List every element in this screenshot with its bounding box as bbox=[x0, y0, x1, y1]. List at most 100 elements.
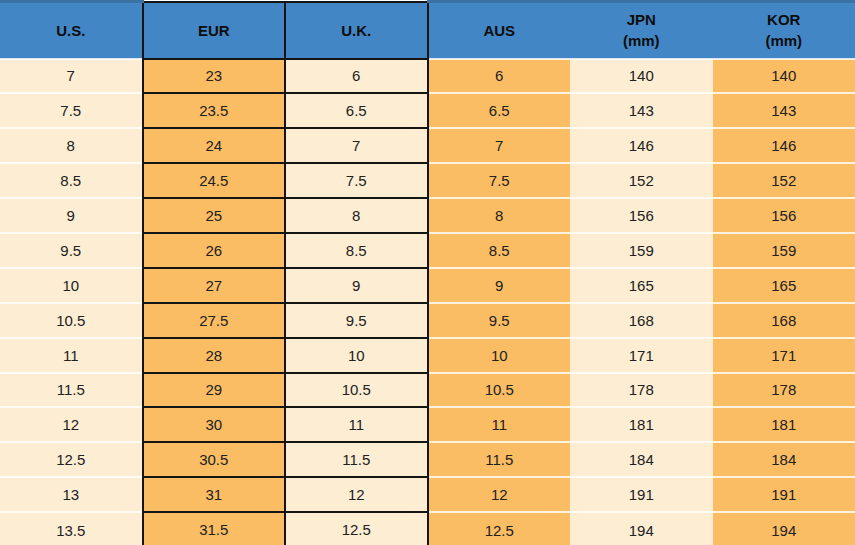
table-row: 12301111181181 bbox=[0, 407, 855, 442]
table-cell: 178 bbox=[570, 373, 713, 408]
column-header-label: U.K. bbox=[286, 20, 427, 41]
table-cell: 165 bbox=[713, 268, 855, 303]
column-header-label: JPN bbox=[570, 9, 713, 30]
table-cell: 156 bbox=[570, 198, 713, 233]
table-row: 8.524.57.57.5152152 bbox=[0, 163, 855, 198]
table-cell: 7.5 bbox=[0, 93, 143, 128]
table-body: 723661401407.523.56.56.51431438247714614… bbox=[0, 59, 855, 545]
table-cell: 11 bbox=[0, 338, 143, 373]
column-header-kor: KOR (mm) bbox=[713, 2, 855, 59]
table-cell: 168 bbox=[713, 303, 855, 338]
table-cell: 6 bbox=[428, 59, 571, 94]
table-row: 7.523.56.56.5143143 bbox=[0, 93, 855, 128]
table-cell: 194 bbox=[713, 512, 855, 545]
table-cell: 184 bbox=[713, 442, 855, 477]
table-cell: 140 bbox=[570, 59, 713, 94]
table-cell: 171 bbox=[570, 338, 713, 373]
table-row: 72366140140 bbox=[0, 59, 855, 94]
table-cell: 9.5 bbox=[428, 303, 571, 338]
table-cell: 7 bbox=[428, 128, 571, 163]
table-cell: 24 bbox=[143, 128, 286, 163]
table-cell: 9.5 bbox=[0, 233, 143, 268]
table-cell: 6 bbox=[285, 59, 428, 94]
table-cell: 8.5 bbox=[285, 233, 428, 268]
table-cell: 165 bbox=[570, 268, 713, 303]
column-header-aus: AUS bbox=[428, 2, 571, 59]
table-row: 82477146146 bbox=[0, 128, 855, 163]
table-row: 12.530.511.511.5184184 bbox=[0, 442, 855, 477]
table-cell: 178 bbox=[713, 373, 855, 408]
table-cell: 28 bbox=[143, 338, 286, 373]
table-cell: 23.5 bbox=[143, 93, 286, 128]
table-cell: 9 bbox=[428, 268, 571, 303]
table-row: 9.5268.58.5159159 bbox=[0, 233, 855, 268]
table-cell: 191 bbox=[713, 477, 855, 512]
table-cell: 12 bbox=[285, 477, 428, 512]
table-cell: 143 bbox=[570, 93, 713, 128]
column-header-label: U.S. bbox=[0, 20, 142, 41]
table-cell: 30 bbox=[143, 407, 286, 442]
table-cell: 13.5 bbox=[0, 512, 143, 545]
table-cell: 11.5 bbox=[0, 373, 143, 408]
table-cell: 12.5 bbox=[428, 512, 571, 545]
column-header-unit: (mm) bbox=[570, 30, 713, 51]
table-cell: 152 bbox=[713, 163, 855, 198]
table-cell: 8 bbox=[428, 198, 571, 233]
table-cell: 159 bbox=[713, 233, 855, 268]
table-cell: 156 bbox=[713, 198, 855, 233]
table-cell: 9 bbox=[285, 268, 428, 303]
column-header-eur: EUR bbox=[143, 2, 286, 59]
table-cell: 13 bbox=[0, 477, 143, 512]
table-header-row: U.S. EUR U.K. AUS JPN (mm) KOR (mm) bbox=[0, 2, 855, 59]
table-cell: 7 bbox=[285, 128, 428, 163]
table-cell: 194 bbox=[570, 512, 713, 545]
table-cell: 12 bbox=[0, 407, 143, 442]
table-cell: 31.5 bbox=[143, 512, 286, 545]
table-cell: 12.5 bbox=[285, 512, 428, 545]
table-row: 13311212191191 bbox=[0, 477, 855, 512]
table-cell: 26 bbox=[143, 233, 286, 268]
column-header-label: KOR bbox=[713, 9, 855, 30]
table-row: 92588156156 bbox=[0, 198, 855, 233]
table-cell: 184 bbox=[570, 442, 713, 477]
table-cell: 7.5 bbox=[428, 163, 571, 198]
table-cell: 11 bbox=[285, 407, 428, 442]
column-header-label: AUS bbox=[429, 20, 571, 41]
table-cell: 6.5 bbox=[428, 93, 571, 128]
table-cell: 7 bbox=[0, 59, 143, 94]
table-cell: 27.5 bbox=[143, 303, 286, 338]
column-header-label: EUR bbox=[144, 20, 285, 41]
table-cell: 10.5 bbox=[428, 373, 571, 408]
table-cell: 10.5 bbox=[0, 303, 143, 338]
table-cell: 191 bbox=[570, 477, 713, 512]
table-cell: 11 bbox=[428, 407, 571, 442]
table-cell: 7.5 bbox=[285, 163, 428, 198]
table-cell: 25 bbox=[143, 198, 286, 233]
table-cell: 10 bbox=[428, 338, 571, 373]
table-row: 10.527.59.59.5168168 bbox=[0, 303, 855, 338]
column-header-us: U.S. bbox=[0, 2, 143, 59]
table-cell: 146 bbox=[570, 128, 713, 163]
table-cell: 29 bbox=[143, 373, 286, 408]
table-cell: 9 bbox=[0, 198, 143, 233]
table-cell: 8.5 bbox=[428, 233, 571, 268]
table-cell: 8 bbox=[0, 128, 143, 163]
table-cell: 181 bbox=[713, 407, 855, 442]
table-cell: 171 bbox=[713, 338, 855, 373]
table-cell: 143 bbox=[713, 93, 855, 128]
table-cell: 10 bbox=[285, 338, 428, 373]
table-row: 102799165165 bbox=[0, 268, 855, 303]
table-cell: 9.5 bbox=[285, 303, 428, 338]
column-header-uk: U.K. bbox=[285, 2, 428, 59]
table-row: 13.531.512.512.5194194 bbox=[0, 512, 855, 545]
table-cell: 24.5 bbox=[143, 163, 286, 198]
table-cell: 27 bbox=[143, 268, 286, 303]
table-cell: 11.5 bbox=[285, 442, 428, 477]
table-cell: 140 bbox=[713, 59, 855, 94]
table-cell: 146 bbox=[713, 128, 855, 163]
size-conversion-table: U.S. EUR U.K. AUS JPN (mm) KOR (mm) 7236… bbox=[0, 0, 855, 545]
table-cell: 10.5 bbox=[285, 373, 428, 408]
table-cell: 31 bbox=[143, 477, 286, 512]
table-cell: 181 bbox=[570, 407, 713, 442]
table-cell: 11.5 bbox=[428, 442, 571, 477]
